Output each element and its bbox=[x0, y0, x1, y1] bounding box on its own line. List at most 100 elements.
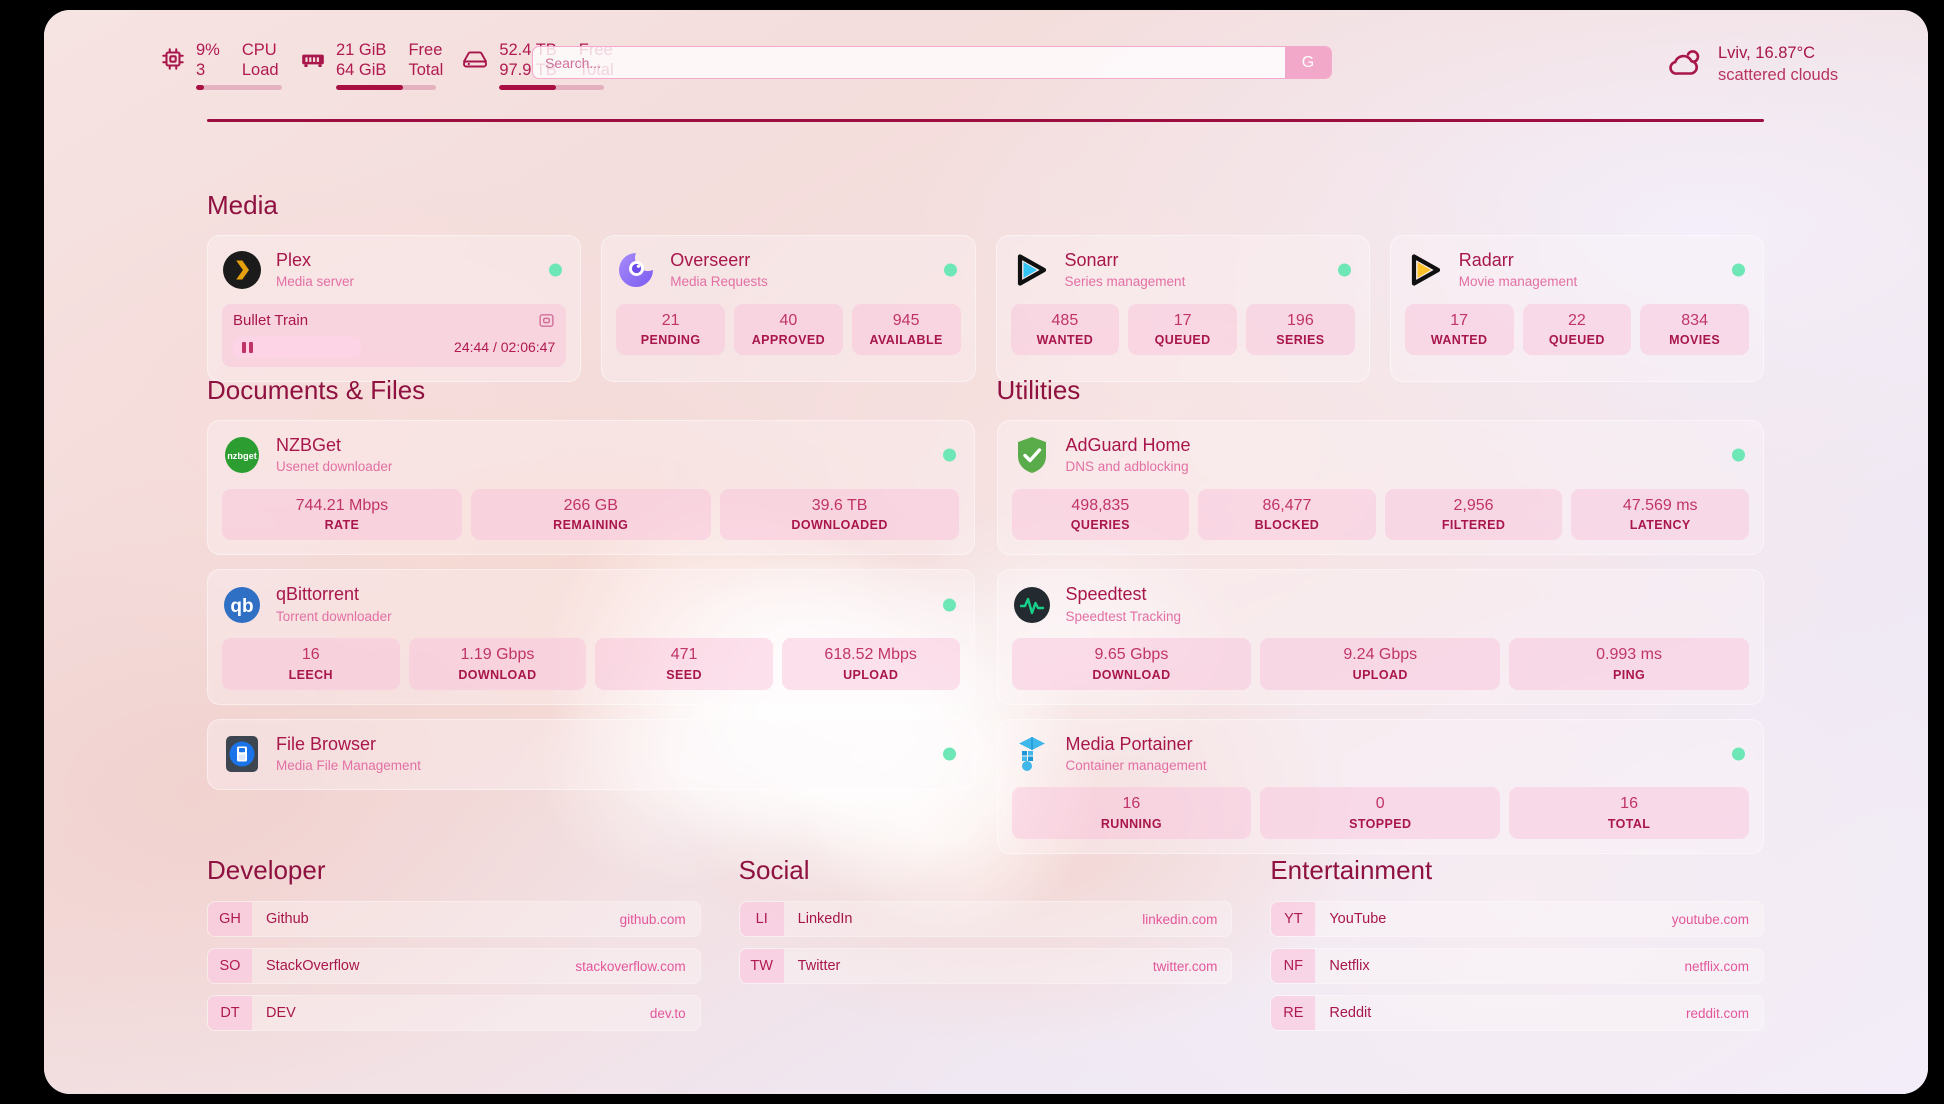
bookmark-badge: RE bbox=[1271, 996, 1316, 1030]
stat-tile-value: 945 bbox=[892, 311, 920, 329]
card-subtitle: DNS and adblocking bbox=[1065, 459, 1189, 475]
stat-tile-label: REMAINING bbox=[553, 518, 629, 533]
status-indicator-online bbox=[942, 598, 956, 612]
bookmark-item-linkedin[interactable]: LI LinkedIn linkedin.com bbox=[738, 901, 1233, 937]
bookmark-item-youtube[interactable]: YT YouTube youtube.com bbox=[1270, 901, 1765, 937]
bookmark-url: youtube.com bbox=[1671, 911, 1750, 927]
stat-tile-label: STOPPED bbox=[1349, 817, 1412, 832]
stat-tile-label: WANTED bbox=[1036, 333, 1094, 348]
stat-tile-wanted: 17 WANTED bbox=[1404, 303, 1514, 356]
service-card-file-browser[interactable]: File Browser Media File Management bbox=[207, 718, 975, 791]
section-documents: Documents & Files nzbget NZBGet Usenet dow… bbox=[207, 375, 975, 854]
stat-tile-label: APPROVED bbox=[751, 333, 826, 348]
stat-tile-label: FILTERED bbox=[1441, 518, 1506, 533]
card-header: Radarr Movie management bbox=[1405, 249, 1749, 292]
card-header: Sonarr Series management bbox=[1011, 249, 1355, 292]
section-title-utilities: Utilities bbox=[996, 375, 1081, 405]
utilities-card-list: AdGuard Home DNS and adblocking 498,835 QUE… bbox=[996, 420, 1764, 855]
documents-card-list: nzbget NZBGet Usenet downloader 744.21 Mbps… bbox=[207, 420, 975, 791]
stat-tile-label: QUEUED bbox=[1154, 333, 1211, 348]
bookmark-item-netflix[interactable]: NF Netflix netflix.com bbox=[1270, 948, 1765, 984]
stat-tile-label: UPLOAD bbox=[1352, 667, 1408, 682]
card-title: qBittorrent bbox=[276, 584, 360, 605]
service-card-overseerr[interactable]: Overseerr Media Requests 21 PENDING 40 APPROV… bbox=[601, 235, 976, 382]
stat-tile-queued: 22 QUEUED bbox=[1522, 303, 1632, 356]
stat-label: Total bbox=[408, 61, 444, 79]
stat-tile-label: RUNNING bbox=[1100, 817, 1162, 832]
stat-tile-value: 16 bbox=[1620, 795, 1638, 813]
stat-label: CPU bbox=[241, 40, 277, 59]
status-indicator-online bbox=[549, 263, 563, 277]
portainer-icon bbox=[1012, 734, 1052, 774]
status-indicator-online bbox=[1732, 448, 1745, 462]
card-titles: File Browser Media File Management bbox=[276, 733, 421, 776]
service-card-media-portainer[interactable]: Media Portainer Container management 16 RUN… bbox=[996, 718, 1764, 855]
weather-widget[interactable]: Lviv, 16.87°C scattered clouds bbox=[1666, 42, 1838, 87]
stat-tile-label: MOVIES bbox=[1669, 333, 1721, 348]
card-titles: Media Portainer Container management bbox=[1066, 733, 1207, 776]
card-header: Overseerr Media Requests bbox=[616, 249, 960, 292]
bookmark-item-reddit[interactable]: RE Reddit reddit.com bbox=[1270, 995, 1765, 1031]
cast-icon bbox=[538, 312, 555, 329]
card-titles: Radarr Movie management bbox=[1459, 249, 1578, 292]
weather-description: scattered clouds bbox=[1718, 66, 1839, 85]
bookmark-item-twitter[interactable]: TW Twitter twitter.com bbox=[738, 948, 1233, 984]
search-input[interactable] bbox=[533, 47, 1285, 78]
plex-icon bbox=[222, 250, 262, 290]
card-titles: Overseerr Media Requests bbox=[670, 249, 768, 292]
card-title: Radarr bbox=[1458, 250, 1514, 270]
stat-value: 3 bbox=[196, 61, 206, 79]
stat-tile-value: 618.52 Mbps bbox=[824, 646, 917, 664]
stat-tile-value: 21 bbox=[661, 311, 680, 329]
bookmark-item-dev[interactable]: DT DEV dev.to bbox=[207, 995, 701, 1031]
service-card-plex[interactable]: Plex Media server Bullet Train 24:44 / 02:0… bbox=[207, 235, 582, 382]
bookmark-label: YouTube bbox=[1329, 911, 1387, 927]
bookmark-url: github.com bbox=[619, 911, 686, 927]
stat-tile-ping: 0.993 ms PING bbox=[1509, 638, 1749, 690]
service-card-qbittorrent[interactable]: qb qBittorrent Torrent downloader 16 LEECH 1.… bbox=[207, 569, 975, 705]
bookmark-group-title: Developer bbox=[207, 855, 326, 885]
stat-tile-label: DOWNLOAD bbox=[458, 667, 537, 682]
stat-tile-label: TOTAL bbox=[1607, 817, 1651, 832]
stat-tile-value: 16 bbox=[1122, 795, 1141, 813]
service-card-speedtest[interactable]: Speedtest Speedtest Tracking 9.65 Gbps DOWN… bbox=[996, 569, 1764, 705]
stat-tile-latency: 47.569 ms LATENCY bbox=[1571, 488, 1749, 541]
stat-tile-label: DOWNLOAD bbox=[1092, 667, 1171, 682]
card-subtitle: Usenet downloader bbox=[276, 459, 393, 475]
stat-tile-blocked: 86,477 BLOCKED bbox=[1198, 488, 1376, 541]
section-title-documents: Documents & Files bbox=[207, 375, 426, 405]
stat-tile-value: 16 bbox=[301, 646, 320, 664]
stat-tile-upload: 9.24 Gbps UPLOAD bbox=[1260, 638, 1501, 690]
stat-tile-value: 40 bbox=[779, 311, 798, 329]
bookmark-group-title: Entertainment bbox=[1270, 855, 1433, 885]
search-submit-button[interactable]: G bbox=[1285, 47, 1331, 78]
stat-tile-queued: 17 QUEUED bbox=[1128, 303, 1237, 356]
service-card-sonarr[interactable]: Sonarr Series management 485 WANTED 17 QUEUED… bbox=[995, 235, 1370, 382]
stat-tile-remaining: 266 GB REMAINING bbox=[470, 488, 711, 541]
stat-tile-label: LEECH bbox=[288, 667, 333, 682]
section-media: Media Plex Media server Bullet Train 24:44 … bbox=[207, 190, 1764, 382]
stat-tile-value: 0 bbox=[1375, 795, 1385, 813]
card-header: AdGuard Home DNS and adblocking bbox=[1012, 434, 1750, 477]
card-title: Media Portainer bbox=[1065, 733, 1193, 754]
status-indicator-online bbox=[1337, 263, 1351, 277]
bookmark-url: netflix.com bbox=[1684, 958, 1750, 974]
stat-tile-upload: 618.52 Mbps UPLOAD bbox=[781, 638, 960, 690]
bookmark-item-stackoverflow[interactable]: SO StackOverflow stackoverflow.com bbox=[207, 948, 701, 984]
search-bar[interactable]: G bbox=[532, 46, 1332, 79]
pause-button[interactable] bbox=[233, 336, 361, 358]
stat-tile-value: 0.993 ms bbox=[1596, 646, 1662, 664]
middle-columns: Documents & Files nzbget NZBGet Usenet dow… bbox=[207, 375, 1764, 855]
stat-tile-queries: 498,835 QUERIES bbox=[1011, 488, 1190, 541]
card-header: qb qBittorrent Torrent downloader bbox=[222, 583, 960, 626]
card-subtitle: Torrent downloader bbox=[276, 608, 392, 624]
bookmark-item-github[interactable]: GH Github github.com bbox=[207, 901, 701, 937]
bookmark-badge: TW bbox=[739, 949, 784, 983]
service-card-radarr[interactable]: Radarr Movie management 17 WANTED 22 QUEUED 83… bbox=[1389, 235, 1764, 382]
card-header: nzbget NZBGet Usenet downloader bbox=[222, 434, 960, 477]
bookmark-badge: YT bbox=[1271, 902, 1316, 936]
service-card-adguard-home[interactable]: AdGuard Home DNS and adblocking 498,835 QUE… bbox=[996, 420, 1764, 556]
service-card-nzbget[interactable]: nzbget NZBGet Usenet downloader 744.21 Mbps… bbox=[207, 420, 975, 556]
card-title: Overseerr bbox=[670, 250, 751, 270]
stat-tile-label: QUERIES bbox=[1070, 518, 1130, 533]
